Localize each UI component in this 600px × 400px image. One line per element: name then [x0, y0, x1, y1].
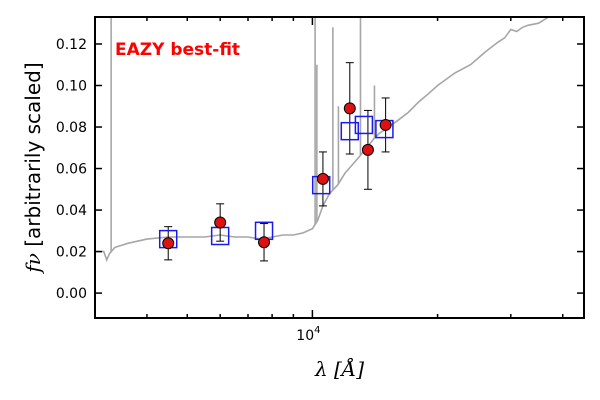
y-tick-label: 0.00 [56, 286, 87, 302]
observed-point [258, 236, 271, 249]
model-photometry-layer [158, 115, 394, 249]
y-tick-label: 0.10 [56, 79, 87, 95]
observed-point [379, 118, 392, 131]
sed-curve [95, 17, 550, 263]
observed-point [361, 143, 374, 156]
y-axis-label: fν [arbitrarily scaled] [21, 62, 45, 274]
y-tick-label: 0.06 [56, 162, 87, 178]
y-tick-label: 0.08 [56, 120, 87, 136]
model-point [340, 121, 360, 141]
y-tick-label: 0.04 [56, 203, 87, 219]
x-tick-label: 104 [296, 325, 320, 344]
axis-labels: λ [Å] fν [arbitrarily scaled] [21, 62, 364, 381]
observed-photometry-layer [162, 102, 392, 250]
y-tick-label: 0.12 [56, 37, 87, 53]
best-fit-sed-layer [95, 17, 550, 263]
annotation-label: EAZY best-fit [115, 40, 240, 60]
axes: 0.00 0.02 0.04 0.06 0.08 0.10 0.12 104 [56, 16, 585, 344]
observed-point [316, 172, 329, 185]
observed-point [162, 237, 175, 250]
y-tick-label: 0.02 [56, 245, 87, 261]
x-axis-label: λ [Å] [314, 356, 364, 381]
observed-point [343, 102, 356, 115]
observed-point [214, 216, 227, 229]
model-point [354, 115, 374, 135]
plot-frame [94, 16, 585, 319]
